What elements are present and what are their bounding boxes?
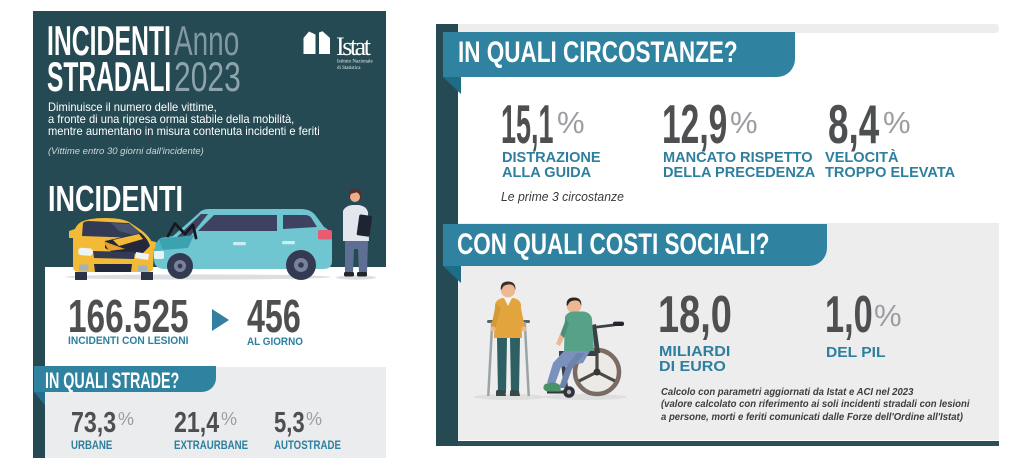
svg-text:Istat: Istat bbox=[336, 32, 372, 61]
svg-text:Istituto Nazionale: Istituto Nazionale bbox=[337, 60, 373, 65]
svg-text:di Statistica: di Statistica bbox=[337, 66, 361, 71]
